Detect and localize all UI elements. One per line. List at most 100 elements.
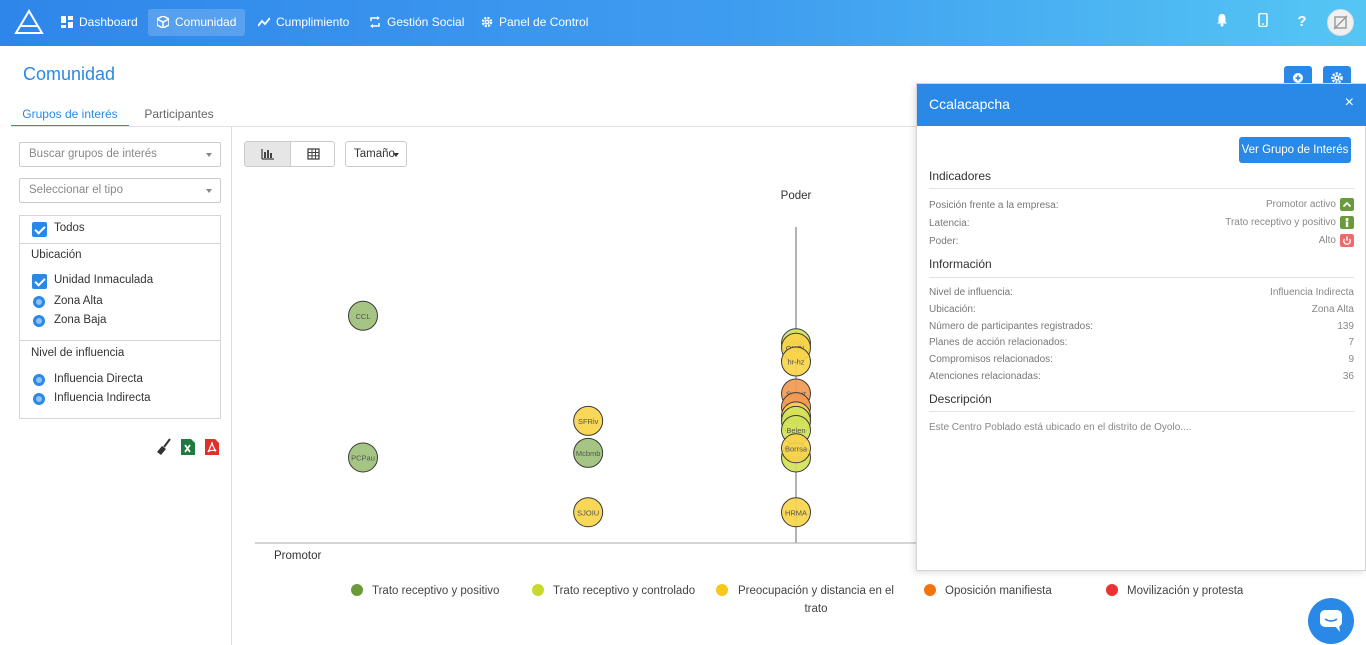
app-logo-icon[interactable] <box>14 9 44 35</box>
chevron-up-icon <box>1340 198 1354 211</box>
panel-header: Ccalacapcha × <box>917 84 1366 126</box>
bubble-label: SJOIU <box>577 508 599 517</box>
chart-view-button[interactable] <box>245 142 290 166</box>
table-view-button[interactable] <box>290 142 334 166</box>
y-axis-label: Poder <box>781 190 812 202</box>
indicator-value: Promotor activo <box>1265 199 1336 210</box>
search-groups-select[interactable]: Buscar grupos de interés <box>19 142 221 167</box>
cube-icon <box>156 15 170 29</box>
chart-bubble[interactable]: SFRiv <box>573 405 604 436</box>
person-icon <box>1340 216 1354 229</box>
type-select[interactable]: Seleccionar el tipo <box>19 178 221 203</box>
indicators-title: Indicadores <box>929 169 992 183</box>
influence-title: Nivel de influencia <box>31 347 125 359</box>
chart-bubble[interactable]: CCL <box>348 300 378 331</box>
chevron-down-icon <box>206 153 212 157</box>
nav-cumplimiento-label: Cumplimiento <box>276 15 350 29</box>
info-value: 9 <box>1348 354 1354 365</box>
bubble-label: Borrsa <box>785 444 808 453</box>
bubble-circle <box>573 405 604 436</box>
power-icon <box>1340 234 1354 247</box>
excel-export-icon[interactable] <box>180 438 196 456</box>
bubble-circle <box>781 497 811 528</box>
retweet-icon <box>370 16 380 28</box>
info-label: Ubicación: <box>929 304 976 315</box>
section-divider <box>929 411 1354 412</box>
mobile-phone-icon[interactable] <box>1253 12 1273 33</box>
nav-panel-control[interactable]: Panel de Control <box>472 9 597 36</box>
info-label: Nivel de influencia: <box>929 287 1013 298</box>
filter-divider <box>20 243 220 244</box>
indicator-value: Alto <box>1318 235 1336 246</box>
chart-bubble[interactable]: SJOIU <box>573 497 604 528</box>
info-value: 7 <box>1348 337 1354 348</box>
legend-label: Movilización y protesta <box>1127 585 1244 597</box>
info-label: Atenciones relacionadas: <box>929 371 1041 382</box>
nav-gestion-social[interactable]: Gestión Social <box>360 9 473 36</box>
size-dropdown-label: Tamaño <box>354 148 395 160</box>
indicator-label: Poder: <box>929 236 959 247</box>
legend-label: Trato receptivo y positivo <box>372 585 500 597</box>
info-value: 36 <box>1342 371 1354 382</box>
section-divider <box>929 188 1354 189</box>
nav-dashboard-label: Dashboard <box>79 15 138 29</box>
zona-baja-radio[interactable] <box>33 315 45 327</box>
legend-dot <box>716 584 728 596</box>
dashboard-icon <box>61 16 73 28</box>
chart-bubble[interactable]: HRMA <box>781 497 811 528</box>
section-divider <box>929 277 1354 278</box>
close-icon[interactable]: × <box>1344 94 1354 111</box>
bubble-circle <box>348 442 378 473</box>
location-title: Ubicación <box>31 249 82 261</box>
panel-title: Ccalacapcha <box>929 96 1010 112</box>
influencia-directa-label: Influencia Directa <box>54 373 143 385</box>
caret-down-icon <box>393 153 399 157</box>
notifications-bell-icon[interactable] <box>1212 13 1232 33</box>
nav-cumplimiento[interactable]: Cumplimiento <box>249 9 358 36</box>
user-avatar[interactable] <box>1327 9 1354 36</box>
nav-gestion-social-label: Gestión Social <box>387 15 465 29</box>
type-select-placeholder: Seleccionar el tipo <box>29 184 123 196</box>
chart-bubble[interactable]: hr-hz <box>781 346 811 377</box>
nav-comunidad[interactable]: Comunidad <box>148 9 246 36</box>
zona-baja-label: Zona Baja <box>54 314 107 326</box>
gear-icon <box>1331 72 1343 84</box>
detail-panel: Ccalacapcha × Ver Grupo de Interés Indic… <box>916 83 1366 571</box>
zona-alta-radio[interactable] <box>33 296 45 308</box>
indicator-label: Latencia: <box>929 218 970 229</box>
bubble-circle <box>573 437 604 468</box>
influencia-indirecta-radio[interactable] <box>33 393 45 405</box>
chart-bubble[interactable]: Borrsa <box>781 433 811 464</box>
tab-grupos-interes[interactable]: Grupos de interés <box>11 101 129 127</box>
legend-dot <box>351 584 363 596</box>
pdf-export-icon[interactable] <box>204 438 220 456</box>
view-group-button[interactable]: Ver Grupo de Interés <box>1239 137 1351 163</box>
info-label: Planes de acción relacionados: <box>929 337 1068 348</box>
influencia-directa-radio[interactable] <box>33 374 45 386</box>
bar-chart-icon <box>261 149 274 160</box>
bubble-circle <box>781 433 811 464</box>
bubble-label: HRMA <box>785 508 807 517</box>
todos-checkbox[interactable] <box>32 222 47 237</box>
sidebar-divider <box>231 127 232 645</box>
zona-alta-label: Zona Alta <box>54 295 103 307</box>
help-icon[interactable]: ? <box>1297 13 1307 30</box>
table-icon <box>307 148 320 160</box>
unidad-inmaculada-label: Unidad Inmaculada <box>54 274 154 286</box>
chart-bubble[interactable]: PCPau <box>348 442 378 473</box>
legend-dot <box>924 584 936 596</box>
bubble-circle <box>348 300 378 331</box>
info-label: Compromisos relacionados: <box>929 354 1053 365</box>
chat-button[interactable] <box>1308 598 1354 644</box>
unidad-inmaculada-checkbox[interactable] <box>32 274 47 289</box>
legend-label: Trato receptivo y controlado <box>553 585 696 597</box>
chevron-down-icon <box>206 189 212 193</box>
gear-icon <box>481 16 493 28</box>
tab-participantes[interactable]: Participantes <box>144 107 214 121</box>
size-dropdown[interactable]: Tamaño <box>345 141 407 167</box>
nav-dashboard[interactable]: Dashboard <box>52 9 147 36</box>
info-label: Número de participantes registrados: <box>929 321 1093 332</box>
bubble-label: Belen <box>786 426 805 435</box>
broom-clear-icon[interactable] <box>156 438 172 456</box>
chart-bubble[interactable]: Mcbmb <box>573 437 604 468</box>
